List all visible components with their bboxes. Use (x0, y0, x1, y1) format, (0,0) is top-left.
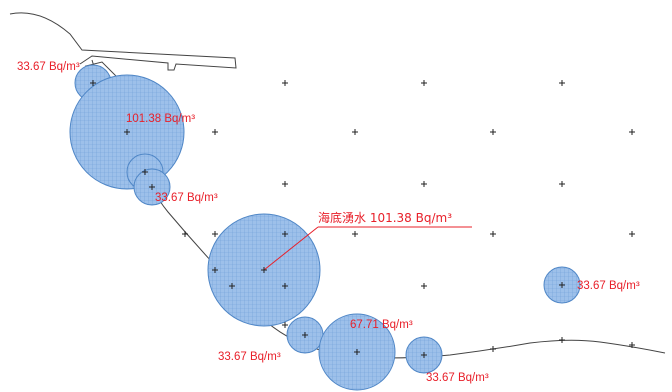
sampling-point-cross (142, 169, 148, 175)
sampling-point-cross (354, 349, 360, 355)
value-label: 33.67 Bq/m³ (155, 192, 218, 204)
sampling-point-cross (282, 283, 288, 289)
value-label: 33.67 Bq/m³ (577, 280, 640, 292)
sampling-point-cross (282, 80, 288, 86)
sgd-label: 海底湧水 101.38 Bq/m³ (318, 210, 452, 225)
sampling-point-cross (182, 231, 188, 237)
breakwater-outline (9, 12, 237, 71)
sampling-point-cross (261, 267, 267, 273)
sgd-leader (263, 226, 472, 271)
sampling-point-cross (559, 80, 565, 86)
sampling-point-cross (302, 332, 308, 338)
sampling-point-cross (559, 337, 565, 343)
value-label: 33.67 Bq/m³ (426, 372, 489, 384)
shoreline (91, 59, 666, 359)
sampling-point-cross (629, 342, 635, 348)
sampling-point-cross (212, 231, 218, 237)
sampling-point-cross (149, 184, 155, 190)
sampling-point-cross (282, 322, 288, 328)
sampling-point-cross (352, 231, 358, 237)
value-label: 101.38 Bq/m³ (126, 113, 195, 125)
sampling-point-cross (490, 231, 496, 237)
sampling-point-cross (421, 181, 427, 187)
value-label: 33.67 Bq/m³ (218, 351, 281, 363)
sampling-point-cross (212, 267, 218, 273)
sampling-point-cross (421, 352, 427, 358)
sampling-point-cross (559, 282, 565, 288)
sampling-point-cross (282, 181, 288, 187)
sampling-point-cross (282, 231, 288, 237)
sampling-point-cross (212, 129, 218, 135)
sampling-point-cross (559, 181, 565, 187)
sampling-points (90, 80, 635, 358)
sampling-point-cross (421, 80, 427, 86)
sampling-point-cross (629, 129, 635, 135)
sampling-point-cross (352, 129, 358, 135)
sampling-point-cross (490, 346, 496, 352)
sampling-point-cross (421, 283, 427, 289)
sampling-point-cross (629, 231, 635, 237)
sampling-point-cross (124, 129, 130, 135)
value-label: 33.67 Bq/m³ (17, 61, 80, 73)
sampling-point-cross (490, 129, 496, 135)
sampling-point-cross (90, 80, 96, 86)
value-label: 67.71 Bq/m³ (350, 319, 413, 331)
sampling-point-cross (229, 283, 235, 289)
